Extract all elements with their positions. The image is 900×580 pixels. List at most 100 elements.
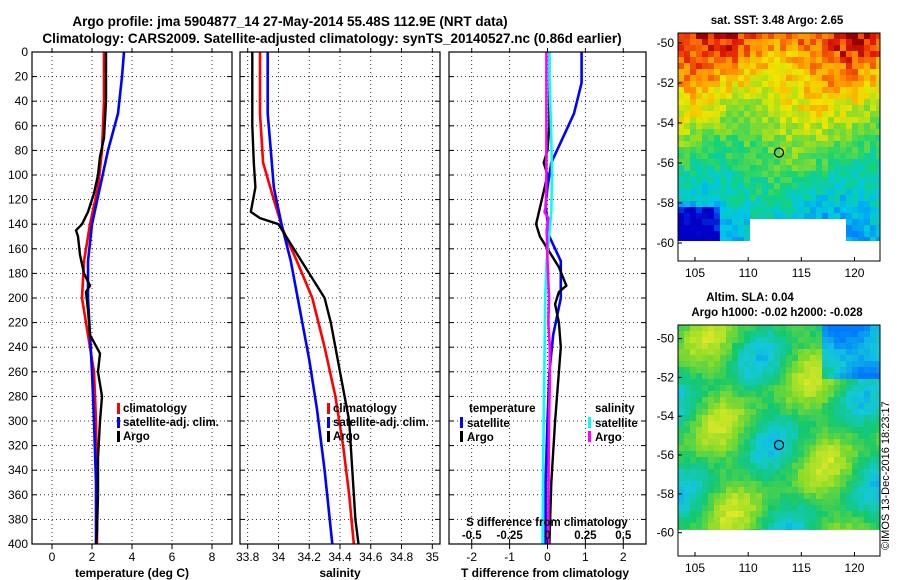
x-tick-label: 0 — [544, 550, 551, 564]
heat-cell — [822, 421, 828, 427]
heat-cell — [816, 93, 822, 99]
heat-cell — [852, 427, 858, 433]
heat-cell — [870, 409, 876, 415]
heat-cell — [762, 475, 768, 481]
heat-cell — [810, 451, 816, 457]
heat-cell — [864, 81, 870, 87]
heat-cell — [726, 355, 732, 361]
heat-cell — [696, 373, 702, 379]
heat-cell — [864, 147, 870, 153]
heat-cell — [870, 403, 876, 409]
heat-cell — [780, 93, 786, 99]
heat-cell — [822, 159, 828, 165]
heat-cell — [702, 111, 708, 117]
heat-cell — [798, 475, 804, 481]
heat-cell — [828, 469, 834, 475]
heat-cell — [864, 475, 870, 481]
heat-cell — [852, 421, 858, 427]
heat-cell — [744, 505, 750, 511]
heat-cell — [684, 397, 690, 403]
heat-cell — [876, 385, 882, 391]
heat-cell — [690, 463, 696, 469]
heat-cell — [816, 475, 822, 481]
heat-cell — [684, 349, 690, 355]
heat-cell — [816, 183, 822, 189]
heat-cell — [786, 499, 792, 505]
heat-cell — [816, 397, 822, 403]
heat-cell — [738, 343, 744, 349]
heat-cell — [834, 75, 840, 81]
heat-cell — [774, 129, 780, 135]
heat-cell — [762, 135, 768, 141]
heat-cell — [690, 349, 696, 355]
heat-cell — [762, 463, 768, 469]
heat-cell — [684, 129, 690, 135]
heat-cell — [768, 439, 774, 445]
heat-cell — [774, 123, 780, 129]
heat-cell — [684, 511, 690, 517]
heat-cell — [696, 195, 702, 201]
heat-cell — [726, 505, 732, 511]
map-x-tick-label: 110 — [739, 561, 758, 575]
heat-cell — [768, 45, 774, 51]
heat-cell — [714, 445, 720, 451]
heat-cell — [792, 373, 798, 379]
heat-cell — [804, 111, 810, 117]
heat-cell — [816, 421, 822, 427]
heat-cell — [696, 439, 702, 445]
heat-cell — [732, 159, 738, 165]
heat-cell — [852, 225, 858, 231]
heat-cell — [738, 337, 744, 343]
heat-cell — [852, 439, 858, 445]
heat-cell — [786, 177, 792, 183]
heat-cell — [774, 207, 780, 213]
heat-cell — [858, 51, 864, 57]
heat-cell — [750, 439, 756, 445]
heat-cell — [870, 487, 876, 493]
heat-cell — [840, 355, 846, 361]
heat-cell — [774, 427, 780, 433]
heat-cell — [720, 117, 726, 123]
heat-cell — [744, 451, 750, 457]
heat-cell — [846, 499, 852, 505]
heat-cell — [792, 147, 798, 153]
heat-cell — [798, 141, 804, 147]
heat-cell — [738, 325, 744, 331]
heat-cell — [768, 177, 774, 183]
heat-cell — [804, 81, 810, 87]
heat-cell — [744, 117, 750, 123]
heat-cell — [828, 433, 834, 439]
heat-cell — [690, 135, 696, 141]
heat-cell — [696, 355, 702, 361]
heat-cell — [810, 421, 816, 427]
heat-cell — [762, 93, 768, 99]
heat-cell — [744, 337, 750, 343]
heat-cell — [810, 367, 816, 373]
heat-cell — [864, 409, 870, 415]
heat-cell — [774, 69, 780, 75]
heat-cell — [792, 487, 798, 493]
heat-cell — [858, 57, 864, 63]
heat-cell — [774, 99, 780, 105]
x-axis-label: T difference from climatology — [461, 566, 629, 580]
heat-cell — [846, 343, 852, 349]
heat-cell — [702, 481, 708, 487]
heat-cell — [726, 111, 732, 117]
heat-cell — [690, 177, 696, 183]
heat-cell — [714, 33, 720, 39]
heat-cell — [768, 93, 774, 99]
heat-cell — [828, 343, 834, 349]
heat-cell — [864, 373, 870, 379]
y-tick-label: 320 — [8, 439, 28, 453]
heat-cell — [762, 207, 768, 213]
heat-cell — [792, 517, 798, 523]
heat-cell — [828, 69, 834, 75]
heat-cell — [684, 231, 690, 237]
heat-cell — [732, 421, 738, 427]
heat-cell — [756, 159, 762, 165]
heat-cell — [786, 159, 792, 165]
heat-cell — [810, 343, 816, 349]
heat-cell — [816, 141, 822, 147]
heat-cell — [720, 325, 726, 331]
heat-cell — [714, 93, 720, 99]
